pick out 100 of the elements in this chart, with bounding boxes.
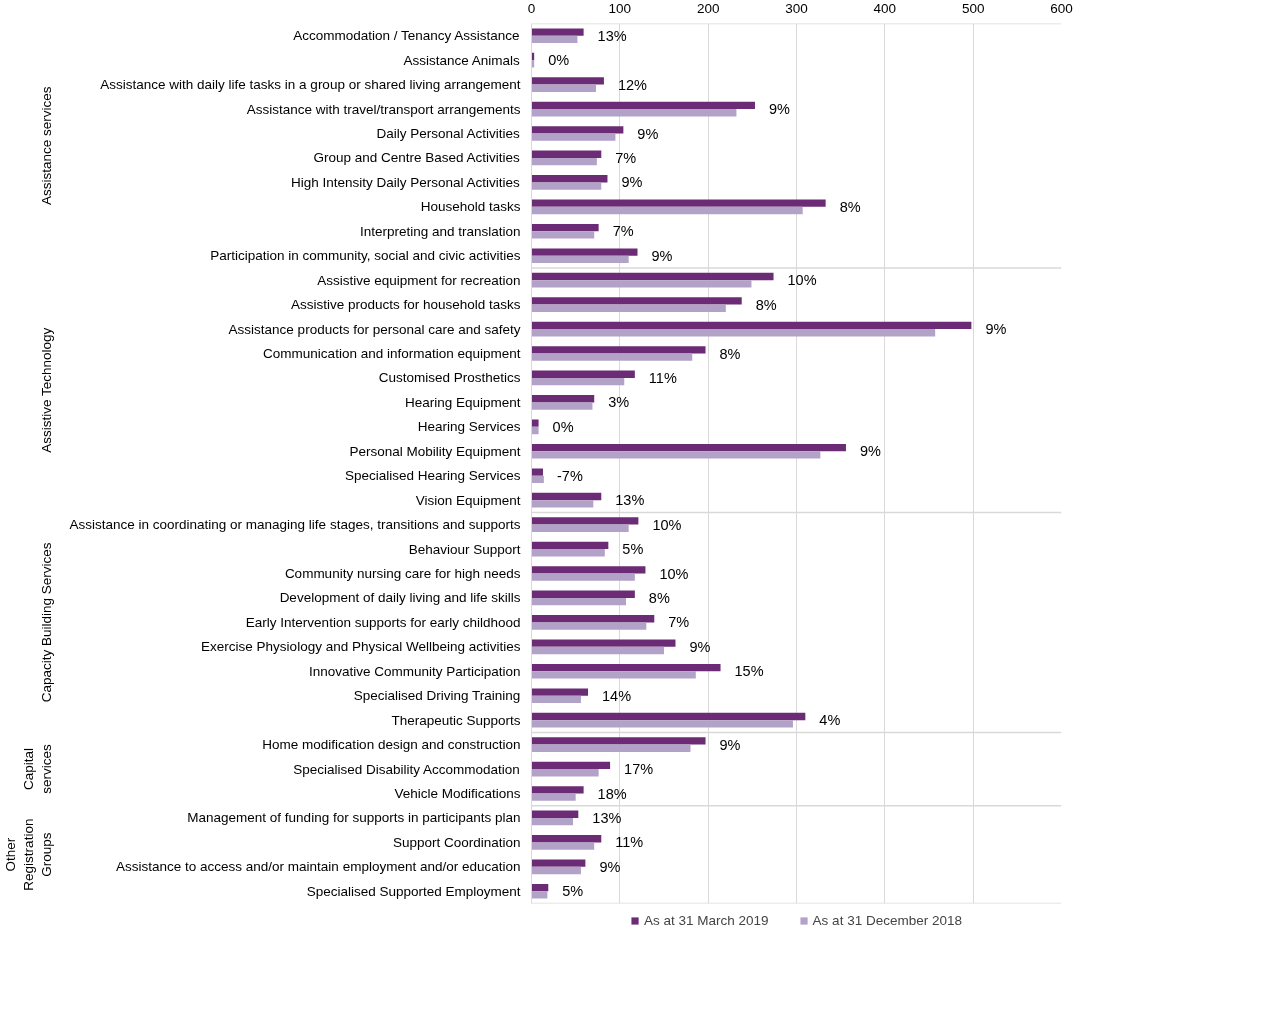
bar (531, 206, 803, 215)
y-tick-label: Assistance with travel/transport arrangements (246, 101, 521, 117)
x-tick-label: 200 (696, 0, 720, 16)
annotation: 5% (622, 541, 644, 558)
y-tick-label: Exercise Physiology and Physical Wellbeing activities (201, 639, 521, 655)
annotation: 7% (615, 149, 637, 166)
y-tick-label: Assistance products for personal care and safety (228, 321, 521, 337)
annotation: 13% (597, 27, 627, 44)
legend-label: As at 31 March 2019 (644, 913, 769, 928)
bar (531, 468, 543, 476)
y-tick-label: High Intensity Daily Personal Activities (290, 174, 521, 190)
y-tick-label: Assistive equipment for recreation (317, 272, 521, 288)
annotation: 13% (615, 492, 645, 509)
bar (531, 500, 594, 508)
y-tick-label: Hearing Services (417, 419, 521, 435)
annotation: 9% (621, 174, 643, 191)
y-tick-label: Behaviour Support (408, 541, 521, 557)
annotation: 8% (839, 198, 861, 215)
bar (531, 304, 726, 312)
bar (531, 199, 826, 207)
bar (531, 77, 604, 85)
y-tick-label: Specialised Hearing Services (344, 468, 521, 484)
bar (531, 443, 846, 452)
bar (531, 346, 706, 354)
bar (531, 451, 821, 459)
annotation: 8% (755, 296, 777, 313)
bar (531, 395, 595, 403)
annotation: 7% (668, 614, 690, 631)
y-tick-label: Participation in community, social and civic activities (210, 248, 521, 264)
annotation: 14% (602, 687, 632, 704)
y-tick-label: Assistive products for household tasks (290, 297, 521, 313)
annotation: 12% (617, 76, 648, 93)
text: Capacity Building Services (39, 542, 55, 703)
bar (531, 426, 539, 435)
bar (531, 639, 676, 647)
annotation: 5% (562, 883, 584, 900)
annotation: 3% (608, 394, 630, 411)
bar (531, 157, 597, 166)
bar (531, 353, 693, 361)
annotation: 8% (719, 345, 741, 362)
bar (531, 646, 664, 655)
bar (531, 695, 581, 704)
bar (531, 150, 602, 158)
y-tick-label: Home modification design and construction (262, 737, 521, 753)
y-tick-label: Support Coordination (392, 834, 521, 850)
annotation: 7% (612, 223, 634, 240)
bar (531, 126, 624, 134)
y-tick-label: Daily Personal Activities (376, 126, 521, 141)
annotation: 9% (599, 858, 621, 875)
y-tick-label: Hearing Equipment (404, 394, 521, 410)
annotation: 13% (592, 809, 622, 826)
text: Assistance services (39, 86, 55, 205)
bar (531, 109, 737, 117)
bar (531, 492, 602, 501)
y-tick-label: Specialised Driving Training (353, 688, 521, 704)
bar (531, 671, 696, 679)
y-tick-label: Management of funding for supports in participants plan (187, 810, 521, 826)
text: Assistive Technology (39, 327, 55, 453)
bar (531, 622, 647, 630)
bar (531, 573, 635, 581)
annotation: 10% (652, 516, 682, 533)
annotation: 4% (819, 712, 841, 729)
annotation: -7% (556, 467, 583, 484)
y-tick-label: Customised Prosthetics (378, 370, 521, 386)
annotation: 18% (597, 785, 627, 802)
annotation: 11% (648, 369, 677, 386)
bar (531, 549, 605, 557)
y-tick-label: Personal Mobility Equipment (349, 443, 521, 459)
bar (531, 231, 595, 239)
x-tick-label: 500 (961, 0, 985, 16)
y-tick-label: Group and Centre Based Activities (313, 150, 521, 166)
y-tick-label: Specialised Supported Employment (306, 883, 521, 899)
bar (531, 419, 539, 427)
bar (531, 84, 596, 92)
bar (531, 517, 639, 525)
y-tick-label: Vision Equipment (415, 492, 521, 508)
bar (531, 35, 578, 44)
annotation: 15% (734, 663, 764, 680)
bar (531, 663, 721, 672)
bar (531, 866, 581, 875)
bar (531, 761, 611, 770)
bar (531, 817, 574, 826)
y-tick-label: Assistance to access and/or maintain employment and/or education (116, 859, 521, 875)
bar (531, 835, 602, 843)
bar (531, 272, 774, 281)
bar (531, 524, 629, 532)
annotation: 10% (787, 272, 817, 289)
y-tick-label: Interpreting and translation (359, 223, 521, 239)
bar (531, 133, 616, 141)
x-tick-label: 300 (785, 0, 808, 16)
annotation: 9% (768, 101, 791, 118)
annotation: 9% (985, 321, 1007, 338)
y-tick-label: Household tasks (420, 199, 521, 215)
bar (531, 541, 609, 550)
y-tick-label: Assistance with daily life tasks in a group or shared living arrangement (100, 77, 521, 93)
y-tick-label: Assistance in coordinating or managing life stages, transitions and supports (69, 517, 521, 533)
bar (531, 688, 589, 696)
legend-label: As at 31 December 2018 (812, 913, 962, 928)
bar (531, 566, 646, 574)
annotation: 17% (624, 761, 654, 778)
